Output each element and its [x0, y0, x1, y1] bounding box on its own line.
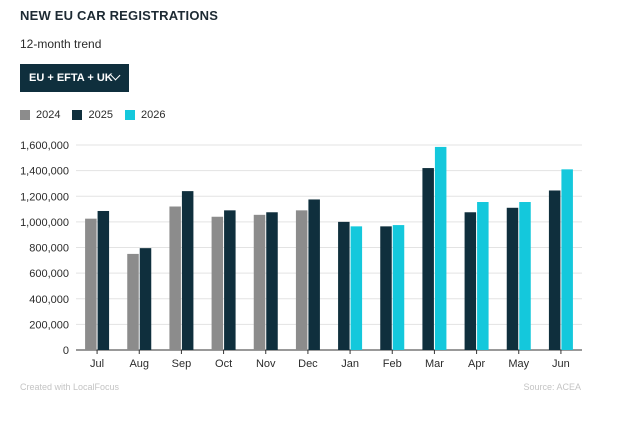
y-tick-label: 600,000	[29, 268, 69, 280]
x-tick-label: Mar	[425, 358, 444, 370]
bar-2025-feb	[380, 226, 392, 350]
bar-2025-jul	[97, 210, 110, 350]
legend-label-2024: 2024	[36, 109, 61, 121]
bar-2024-jul	[85, 218, 97, 350]
bar-2025-dec	[308, 199, 320, 350]
bar-2026-jun	[561, 169, 573, 350]
bar-2025-nov	[266, 212, 278, 350]
x-tick-label: Dec	[298, 358, 318, 370]
y-tick-label: 1,200,000	[20, 191, 69, 203]
bar-2026-jan	[350, 226, 363, 350]
x-tick-label: Jun	[552, 358, 570, 370]
y-tick-label: 1,400,000	[20, 166, 69, 178]
x-tick-label: Feb	[383, 358, 402, 370]
bar-2025-oct	[224, 210, 236, 350]
bar-2025-sep	[181, 191, 194, 350]
y-tick-label: 1,000,000	[20, 217, 69, 229]
x-tick-label: Nov	[256, 358, 276, 370]
legend-label-2025: 2025	[88, 109, 113, 121]
legend-item-2025[interactable]: 2025	[72, 109, 113, 121]
y-tick-label: 200,000	[29, 319, 69, 331]
legend-swatch-2024	[20, 110, 30, 120]
credit-text[interactable]: Created with LocalFocus	[20, 382, 120, 392]
region-dropdown[interactable]: EU + EFTA + UK	[20, 64, 129, 92]
x-tick-label: Sep	[172, 358, 192, 370]
y-tick-label: 0	[63, 345, 69, 357]
bar-2025-jan	[338, 221, 350, 350]
bar-2025-apr	[464, 212, 477, 350]
bar-2026-may	[519, 202, 531, 350]
bar-2025-aug	[139, 248, 152, 350]
y-tick-label: 400,000	[29, 294, 69, 306]
legend-item-2024[interactable]: 2024	[20, 109, 60, 121]
bar-2025-may	[506, 207, 519, 350]
legend-label-2026: 2026	[140, 109, 166, 121]
bar-2024-sep	[169, 206, 181, 350]
source-text: Source: ACEA	[523, 382, 581, 392]
x-tick-label: Apr	[468, 358, 485, 370]
y-tick-label: 1,600,000	[20, 140, 69, 152]
x-tick-label: Jul	[90, 358, 104, 370]
bar-2024-oct	[211, 216, 224, 350]
x-tick-label: Jan	[341, 358, 359, 370]
x-tick-label: Aug	[129, 358, 149, 370]
bar-2025-jun	[548, 190, 561, 350]
legend-swatch-2026	[124, 110, 135, 120]
legend-item-2026[interactable]: 2026	[124, 109, 166, 121]
legend: 2024 2025 2026	[20, 109, 165, 121]
chart-title: NEW EU CAR REGISTRATIONS	[20, 8, 219, 23]
bar-2026-apr	[477, 202, 489, 350]
y-tick-label: 800,000	[29, 243, 69, 255]
bar-2024-aug	[127, 253, 139, 350]
legend-swatch-2025	[72, 110, 83, 120]
x-tick-label: Oct	[215, 358, 232, 370]
bar-2026-feb	[392, 225, 405, 350]
region-dropdown-label: EU + EFTA + UK	[29, 72, 113, 84]
bar-2025-mar	[422, 168, 434, 350]
bar-2024-dec	[295, 210, 308, 350]
bar-2026-mar	[434, 146, 447, 350]
chart-subtitle: 12-month trend	[20, 37, 102, 51]
bar-2024-nov	[253, 214, 266, 350]
x-tick-label: May	[508, 358, 529, 370]
